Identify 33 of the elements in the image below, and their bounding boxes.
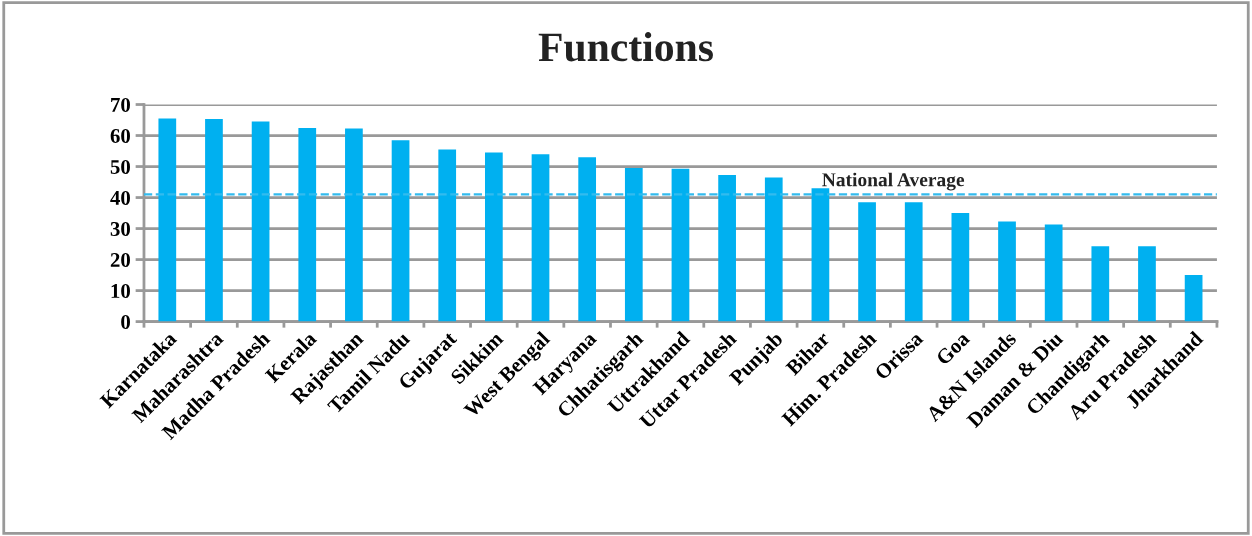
bar: [811, 188, 830, 322]
bar: [1044, 224, 1063, 322]
chart-title: Functions: [538, 32, 713, 62]
bar: [1184, 275, 1203, 322]
y-tick-label: 50: [110, 159, 130, 174]
bar: [205, 119, 223, 322]
bar: [391, 140, 410, 322]
bar: [345, 128, 363, 322]
bar: [998, 221, 1016, 322]
bar: [1091, 246, 1110, 322]
bar: [158, 118, 177, 322]
y-tick-label: 70: [111, 97, 130, 112]
y-tick-label: 20: [110, 252, 130, 268]
bar: [438, 149, 457, 322]
bar: [251, 121, 270, 322]
y-tick-label: 60: [110, 128, 130, 143]
y-tick-label: 30: [110, 221, 130, 236]
bar: [904, 202, 923, 322]
bar: [531, 154, 550, 322]
bar: [485, 152, 503, 322]
bar: [671, 168, 690, 322]
bar: [951, 213, 970, 322]
bar: [718, 174, 736, 322]
bar: [1138, 246, 1156, 322]
bar: [298, 128, 317, 322]
bar: [764, 177, 783, 322]
ref-line-label: National Average: [822, 172, 965, 191]
y-tick-label: 10: [111, 283, 130, 299]
bar: [578, 157, 597, 322]
bar: [624, 168, 643, 322]
y-tick-label: 40: [110, 190, 130, 205]
y-tick-label: 0: [121, 314, 130, 330]
bar: [858, 202, 876, 322]
